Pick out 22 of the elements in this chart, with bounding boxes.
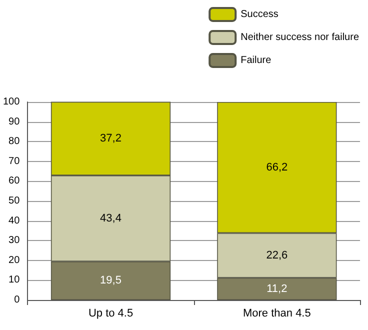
y-tick-label: 0 <box>14 294 20 306</box>
legend-label: Failure <box>240 55 272 66</box>
data-label: 22,6 <box>266 249 288 262</box>
x-tick-label: More than 4.5 <box>242 308 311 320</box>
data-label: 66,2 <box>266 162 288 174</box>
data-label: 11,2 <box>266 282 288 295</box>
data-label: 37,2 <box>100 132 122 145</box>
y-tick-label: 50 <box>8 196 20 206</box>
x-tick-label: Up to 4.5 <box>88 308 134 320</box>
y-tick-label: 80 <box>8 136 20 148</box>
data-label: 43,4 <box>100 212 122 224</box>
y-tick-label: 60 <box>8 176 20 187</box>
data-label: 19,5 <box>100 274 122 287</box>
legend-label: Success <box>240 9 278 20</box>
y-tick-label: 10 <box>8 274 20 286</box>
y-tick-label: 30 <box>8 235 20 246</box>
y-tick-label: 70 <box>8 156 20 167</box>
y-tick-label: 100 <box>2 96 20 108</box>
y-tick-label: 40 <box>8 215 20 226</box>
y-tick-label: 90 <box>8 116 20 128</box>
legend-label: Neither success nor failure <box>240 32 360 43</box>
y-tick-label: 20 <box>8 254 20 266</box>
